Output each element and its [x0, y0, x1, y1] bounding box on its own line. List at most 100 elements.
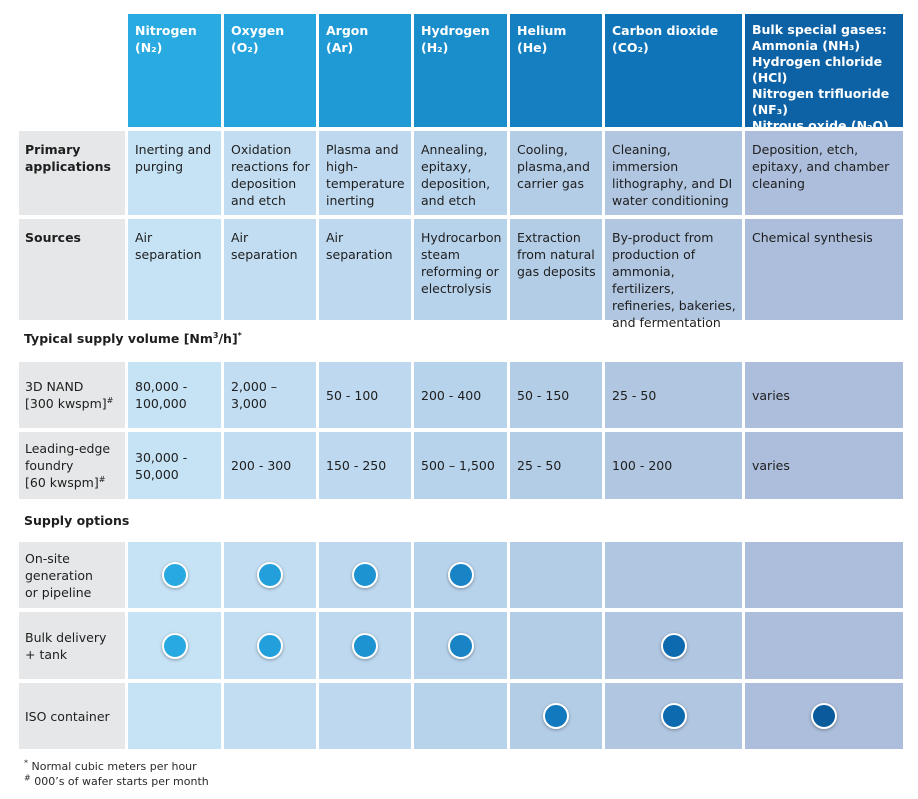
cell-text: Cleaning, immersion lithography, and DI … [612, 142, 733, 208]
cell-text: 150 - 250 [326, 458, 387, 473]
supply-option-cell [745, 612, 903, 679]
volume-cell: 200 - 300 [224, 432, 316, 499]
availability-dot-icon [352, 562, 378, 588]
heading-text-end: /h] [218, 331, 238, 346]
availability-dot-icon [447, 632, 474, 659]
cell-text: varies [752, 387, 790, 403]
availability-dot-icon [257, 632, 283, 659]
source-cell: Hydrocarbon steam reforming or electroly… [414, 219, 507, 320]
volume-cell: 200 - 400 [414, 362, 507, 428]
cell-text: Air separation [135, 230, 202, 262]
footnote-mark: * [24, 758, 28, 768]
cell-text: 100 - 200 [612, 458, 673, 473]
cell-text: 50 - 100 [326, 387, 379, 403]
supply-option-cell [224, 612, 316, 679]
row-label-volume-1: Leading-edge foundry [60 kwspm]# [19, 432, 125, 499]
column-header-1: Oxygen (O₂) [224, 14, 316, 127]
cell-text: 50 - 150 [517, 387, 570, 403]
column-header-formula: (N₂) [135, 40, 163, 55]
column-header-name: Argon [326, 23, 369, 38]
row-label-wrapper: Leading-edge foundry [60 kwspm]# [25, 440, 110, 491]
primary-application-cell: Inerting and purging [128, 131, 221, 215]
source-cell: Extraction from natural gas deposits [510, 219, 602, 320]
row-label-sources: Sources [19, 219, 125, 320]
cell-text: By-product from production of ammonia, f… [612, 230, 736, 330]
supply-option-cell [510, 612, 602, 679]
availability-dot-icon [543, 703, 569, 729]
cell-text: Oxidation reactions for deposition and e… [231, 142, 310, 208]
cell-text: 500 – 1,500 [421, 458, 495, 473]
cell-text: 2,000 – 3,000 [231, 379, 278, 411]
cell-text: 25 - 50 [517, 458, 562, 473]
primary-application-cell: Deposition, etch, epitaxy, and chamber c… [745, 131, 903, 215]
supply-option-cell [605, 612, 742, 679]
cell-text: 30,000 - 50,000 [135, 449, 188, 482]
cell-text: Chemical synthesis [752, 230, 873, 245]
volume-cell: 30,000 - 50,000 [128, 432, 221, 499]
availability-dot-icon [161, 632, 188, 659]
row-label-text: Leading-edge foundry [60 kwspm] [25, 441, 111, 490]
primary-application-cell: Annealing, epitaxy, deposition, and etch [414, 131, 507, 215]
cell-text: 200 - 300 [231, 458, 292, 473]
volume-cell: 150 - 250 [319, 432, 411, 499]
source-cell: Air separation [224, 219, 316, 320]
row-label-text: Bulk delivery + tank [25, 629, 107, 662]
cell-text: Air separation [326, 230, 393, 262]
cell-text: 200 - 400 [421, 387, 482, 403]
column-header-5: Carbon dioxide (CO₂) [605, 14, 742, 127]
volume-cell: 50 - 100 [319, 362, 411, 428]
column-header-2: Argon (Ar) [319, 14, 411, 127]
row-label-text: Sources [25, 230, 81, 245]
primary-application-cell: Cleaning, immersion lithography, and DI … [605, 131, 742, 215]
cell-text: Cooling, plasma,and carrier gas [517, 142, 590, 191]
row-label-text: ISO container [25, 708, 110, 724]
row-label-text: On-site generation or pipeline [25, 550, 93, 600]
column-header-0: Nitrogen (N₂) [128, 14, 221, 127]
row-label-footnote-mark: # [106, 395, 114, 405]
cell-text: varies [752, 458, 790, 473]
row-label-wrapper: 3D NAND [300 kwspm]# [25, 378, 113, 412]
availability-dot-icon [811, 703, 837, 729]
footnote-1: # 000’s of wafer starts per month [24, 773, 209, 789]
source-cell: Chemical synthesis [745, 219, 903, 320]
availability-dot-icon [447, 562, 474, 588]
column-header-name: Nitrogen [135, 23, 197, 38]
primary-application-cell: Plasma and high- temperature inerting [319, 131, 411, 215]
column-header-name: Oxygen [231, 23, 285, 38]
cell-text: Extraction from natural gas deposits [517, 230, 596, 279]
footnote-text: Normal cubic meters per hour [28, 760, 197, 773]
supply-option-cell [605, 683, 742, 749]
row-label-supply-0: On-site generation or pipeline [19, 542, 125, 608]
primary-application-cell: Oxidation reactions for deposition and e… [224, 131, 316, 215]
cell-text: Annealing, epitaxy, deposition, and etch [421, 142, 491, 208]
availability-dot-icon [161, 562, 188, 588]
volume-cell: 50 - 150 [510, 362, 602, 428]
row-label-volume-0: 3D NAND [300 kwspm]# [19, 362, 125, 428]
cell-text: Deposition, etch, epitaxy, and chamber c… [752, 142, 890, 191]
row-label-supply-2: ISO container [19, 683, 125, 749]
cell-text: Inerting and purging [135, 142, 212, 174]
column-header-name: Carbon dioxide [612, 23, 719, 38]
supply-option-cell [510, 542, 602, 608]
column-header-name: Helium [517, 23, 567, 38]
supply-option-cell [224, 542, 316, 608]
supply-option-cell [319, 683, 411, 749]
volume-cell: 100 - 200 [605, 432, 742, 499]
supply-option-cell [414, 683, 507, 749]
availability-dot-icon [660, 703, 687, 729]
row-label-supply-1: Bulk delivery + tank [19, 612, 125, 679]
volume-cell: 500 – 1,500 [414, 432, 507, 499]
availability-dot-icon [257, 562, 283, 588]
footnote-mark: # [24, 773, 31, 783]
heading-text: Supply options [24, 513, 130, 528]
column-header-name: Bulk special gases: [752, 22, 887, 37]
cell-text: Hydrocarbon steam reforming or electroly… [421, 230, 502, 296]
column-header-formula: Ammonia (NH₃) Hydrogen chloride (HCl) Ni… [752, 38, 890, 149]
supply-option-cell [319, 612, 411, 679]
supply-option-cell [319, 542, 411, 608]
volume-cell: 80,000 - 100,000 [128, 362, 221, 428]
column-header-formula: (O₂) [231, 40, 259, 55]
cell-text: 25 - 50 [612, 387, 657, 403]
supply-option-cell [745, 542, 903, 608]
